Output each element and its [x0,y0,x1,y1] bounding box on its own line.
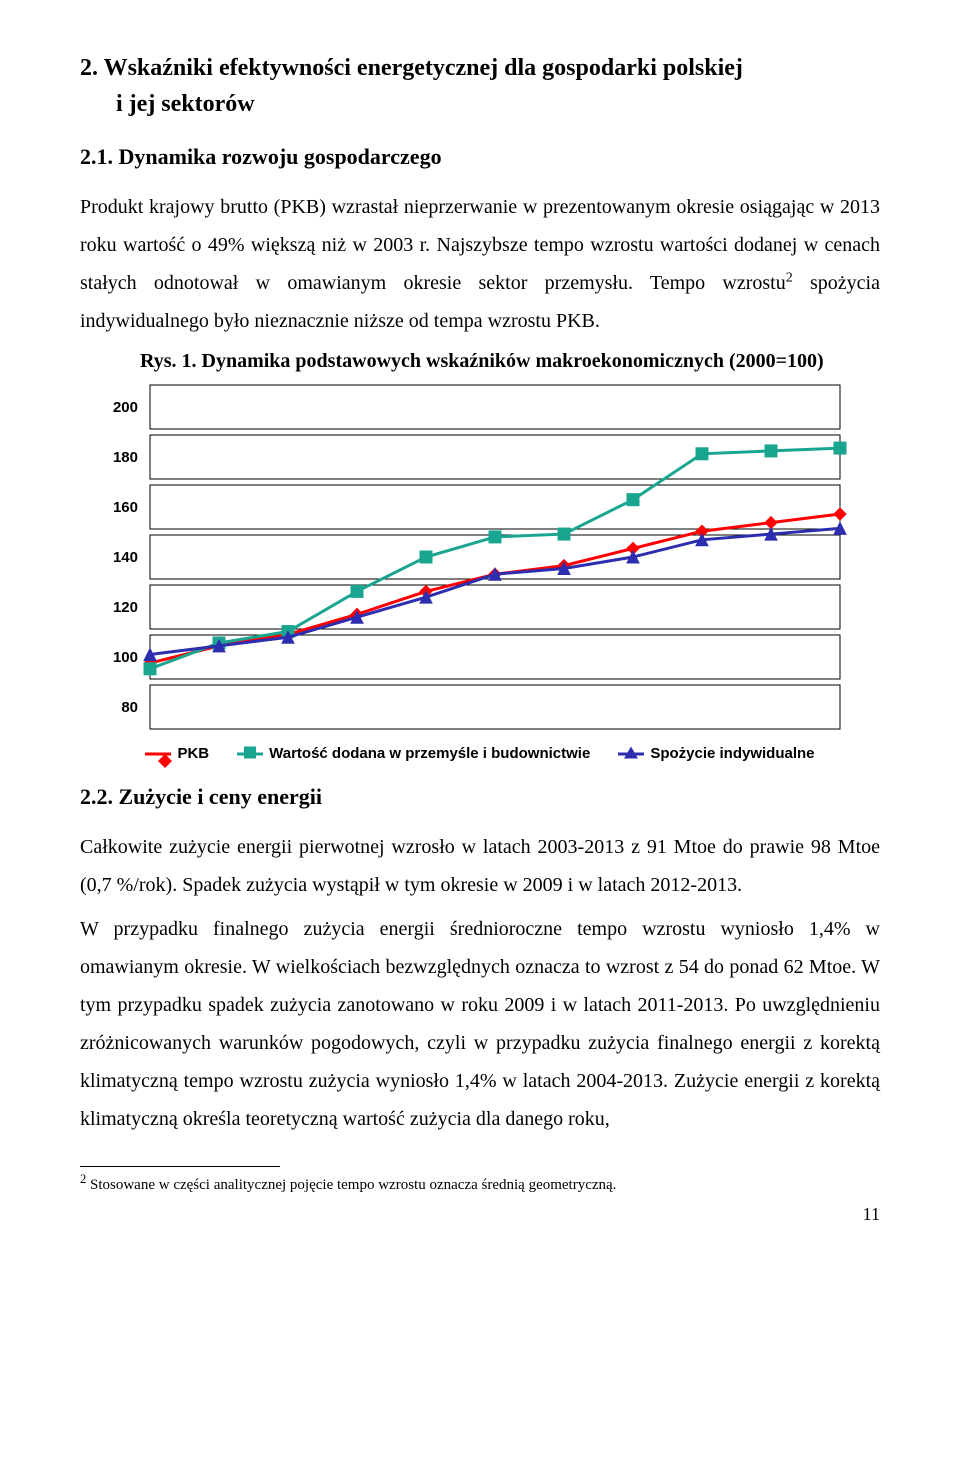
paragraph-3: W przypadku finalnego zużycia energii śr… [80,910,880,1138]
footnote-ref: 2 [786,270,793,285]
subsection-heading-2: 2.2. Zużycie i ceny energii [80,784,880,810]
svg-text:200: 200 [113,399,138,416]
line-chart-svg: 200 180 160 140 120 100 80 2003 2004 2005 2006 2007… [100,379,860,739]
footnote: 2 Stosowane w części analitycznej pojęci… [80,1171,880,1196]
svg-text:2003: 2003 [133,736,166,739]
legend-label: PKB [177,745,209,762]
svg-text:120: 120 [113,599,138,616]
svg-text:2007: 2007 [409,736,442,739]
svg-text:140: 140 [113,549,138,566]
legend-item: Wartość dodana w przemyśle i budownictwi… [237,745,590,762]
svg-text:2008: 2008 [478,736,511,739]
svg-text:2006: 2006 [340,736,373,739]
figure-caption: Rys. 1. Dynamika podstawowych wskaźników… [140,350,880,373]
heading-line2: i jej sektorów [80,91,255,117]
para1-text: Produkt krajowy brutto (PKB) wzrastał ni… [80,196,880,294]
legend-item: PKB [145,745,209,762]
legend-label: Wartość dodana w przemyśle i budownictwi… [269,745,590,762]
svg-text:2004: 2004 [202,736,236,739]
legend-label: Spożycie indywidualne [650,745,814,762]
paragraph-1: Produkt krajowy brutto (PKB) wzrastał ni… [80,188,880,340]
svg-text:2010: 2010 [616,736,649,739]
svg-text:80: 80 [121,699,138,716]
heading-line1: 2. Wskaźniki efektywności energetycznej … [80,55,743,81]
svg-text:180: 180 [113,449,138,466]
page-number: 11 [80,1204,880,1225]
svg-text:2012: 2012 [754,736,787,739]
footnote-text: Stosowane w części analitycznej pojęcie … [86,1177,616,1193]
svg-text:160: 160 [113,499,138,516]
svg-text:2011: 2011 [686,736,719,739]
section-heading: 2. Wskaźniki efektywności energetycznej … [80,50,880,122]
svg-text:2009: 2009 [547,736,580,739]
svg-text:100: 100 [113,649,138,666]
legend-item: Spożycie indywidualne [618,745,814,762]
footnote-rule [80,1166,280,1167]
paragraph-2: Całkowite zużycie energii pierwotnej wzr… [80,828,880,904]
svg-text:2013: 2013 [823,736,856,739]
subsection-heading-1: 2.1. Dynamika rozwoju gospodarczego [80,144,880,170]
chart-legend: PKB Wartość dodana w przemyśle i budownic… [100,745,860,762]
svg-text:2005: 2005 [271,736,304,739]
chart: 200 180 160 140 120 100 80 2003 2004 2005 2006 2007… [100,379,860,762]
